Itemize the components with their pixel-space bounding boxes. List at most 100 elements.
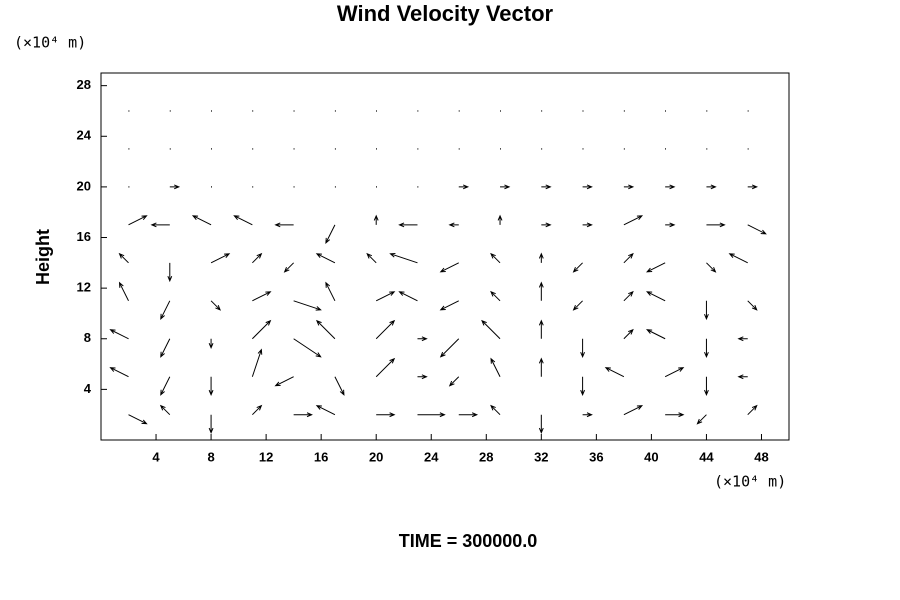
wind-vector (665, 412, 685, 418)
wind-vector (696, 414, 707, 425)
y-axis-label: Height (33, 229, 53, 285)
wind-vector (623, 328, 634, 340)
wind-vector (623, 405, 644, 416)
y-tick-label: 12 (77, 280, 91, 295)
wind-vector (439, 300, 459, 311)
wind-vector (375, 291, 396, 302)
wind-vector (582, 222, 593, 228)
wind-vector (604, 367, 625, 378)
wind-vector (334, 376, 345, 396)
wind-vector (541, 222, 552, 228)
wind-vector (747, 184, 759, 190)
wind-vector (572, 300, 583, 311)
wind-vector (208, 376, 214, 397)
wind-vector (128, 414, 148, 425)
wind-vector (210, 300, 221, 311)
wind-vector (398, 291, 418, 302)
wind-vector (376, 412, 396, 418)
wind-vector (706, 222, 726, 228)
wind-vector (737, 374, 748, 380)
wind-vector (704, 338, 709, 359)
plot-frame (100, 72, 790, 441)
x-tick-label: 16 (314, 449, 328, 464)
wind-vector (293, 300, 322, 311)
wind-vector (373, 214, 379, 225)
wind-vector (538, 414, 544, 434)
x-tick-label: 24 (424, 449, 439, 464)
wind-vector (541, 184, 552, 190)
wind-vector (109, 329, 129, 340)
chart-title: Wind Velocity Vector (337, 1, 554, 26)
wind-vector (623, 215, 644, 226)
wind-vector (252, 291, 272, 302)
x-tick-label: 44 (699, 449, 714, 464)
wind-vector (747, 224, 767, 235)
wind-vector (293, 412, 313, 418)
x-tick-label: 36 (589, 449, 603, 464)
y-tick-label: 4 (84, 381, 92, 396)
x-tick-label: 32 (534, 449, 548, 464)
wind-vector (582, 412, 593, 418)
wind-vector (118, 281, 129, 302)
wind-vector (417, 412, 446, 418)
wind-vector (274, 376, 294, 387)
wind-vector (490, 252, 501, 264)
wind-vector (448, 376, 460, 387)
wind-vector (580, 376, 586, 397)
x-unit: (×10⁴ m) (714, 473, 786, 491)
wind-vector (315, 405, 336, 416)
x-tick-label: 48 (754, 449, 768, 464)
wind-vector (150, 222, 170, 228)
y-tick-label: 28 (77, 77, 91, 92)
y-tick-label: 20 (77, 178, 91, 193)
wind-vector (623, 252, 634, 264)
wind-vector (747, 300, 758, 311)
wind-vector (497, 214, 503, 225)
wind-vector (728, 253, 748, 264)
wind-vector (417, 374, 428, 380)
wind-vector (251, 348, 263, 377)
wind-vector (233, 215, 253, 226)
wind-vector (167, 262, 173, 283)
wind-vector (398, 222, 418, 228)
wind-vector (191, 215, 212, 226)
wind-vector (582, 184, 593, 190)
wind-vector (252, 404, 263, 416)
wind-vector (109, 367, 129, 378)
wind-vector (210, 253, 231, 264)
x-tick-label: 20 (369, 449, 383, 464)
y-unit: (×10⁴ m) (14, 34, 86, 52)
wind-vector (252, 252, 263, 264)
wind-vector (417, 336, 428, 342)
wind-vector (490, 290, 501, 302)
wind-vector (375, 357, 396, 378)
wind-vector (160, 300, 171, 320)
wind-vector (208, 338, 214, 350)
wind-vector (646, 262, 666, 273)
wind-vector (665, 184, 676, 190)
wind-vector (252, 319, 272, 340)
wind-vector (366, 252, 377, 264)
wind-vector (169, 184, 181, 190)
wind-vector (538, 319, 544, 339)
wind-vector (580, 338, 586, 359)
wind-vector (623, 290, 634, 302)
wind-vector (159, 404, 171, 416)
y-tick-label: 24 (77, 128, 92, 143)
wind-vector (538, 281, 544, 301)
wind-vector (737, 336, 748, 342)
x-tick-label: 12 (259, 449, 273, 464)
wind-vector (293, 338, 322, 358)
x-tick-label: 28 (479, 449, 493, 464)
wind-vector (572, 262, 583, 273)
footer: TIME = 300000.0 (399, 531, 538, 551)
wind-vector (458, 184, 470, 190)
wind-vector (316, 319, 336, 340)
wind-vector (490, 357, 501, 377)
wind-vector (274, 222, 294, 228)
x-tick-label: 4 (152, 449, 160, 464)
wind-vector (704, 376, 709, 397)
wind-vector (646, 329, 666, 340)
y-tick-label: 8 (84, 330, 91, 345)
wind-vector (118, 252, 129, 264)
